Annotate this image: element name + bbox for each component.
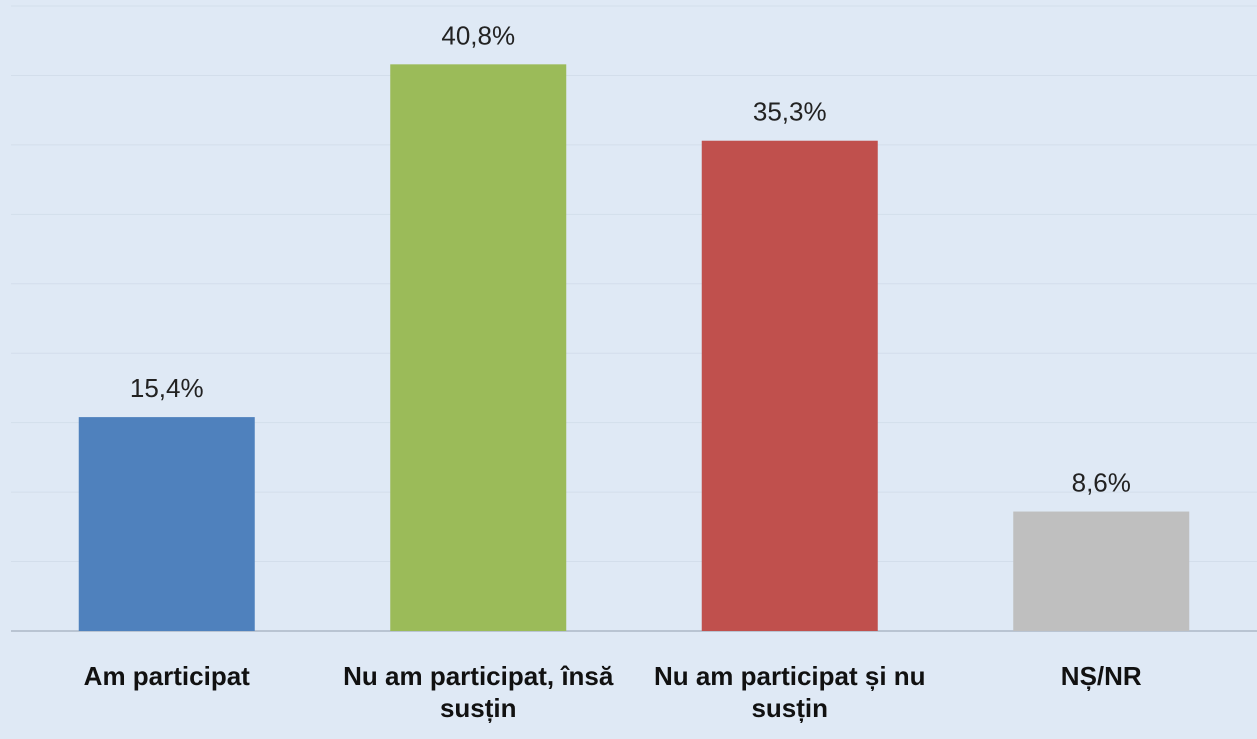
bar	[1013, 511, 1190, 631]
x-tick-label: NȘ/NR	[1060, 661, 1142, 691]
x-tick-label: Nu am participat, însă susțin	[343, 661, 614, 723]
value-label: 8,6%	[1072, 468, 1131, 498]
bar	[701, 140, 878, 631]
bar	[78, 417, 255, 631]
bar	[390, 64, 567, 632]
x-tick-label: Nu am participat și nu susțin	[653, 661, 926, 723]
value-label: 35,3%	[753, 97, 827, 127]
value-label: 40,8%	[441, 20, 515, 50]
value-label: 15,4%	[130, 373, 204, 403]
x-tick-label: Am participat	[83, 661, 250, 691]
